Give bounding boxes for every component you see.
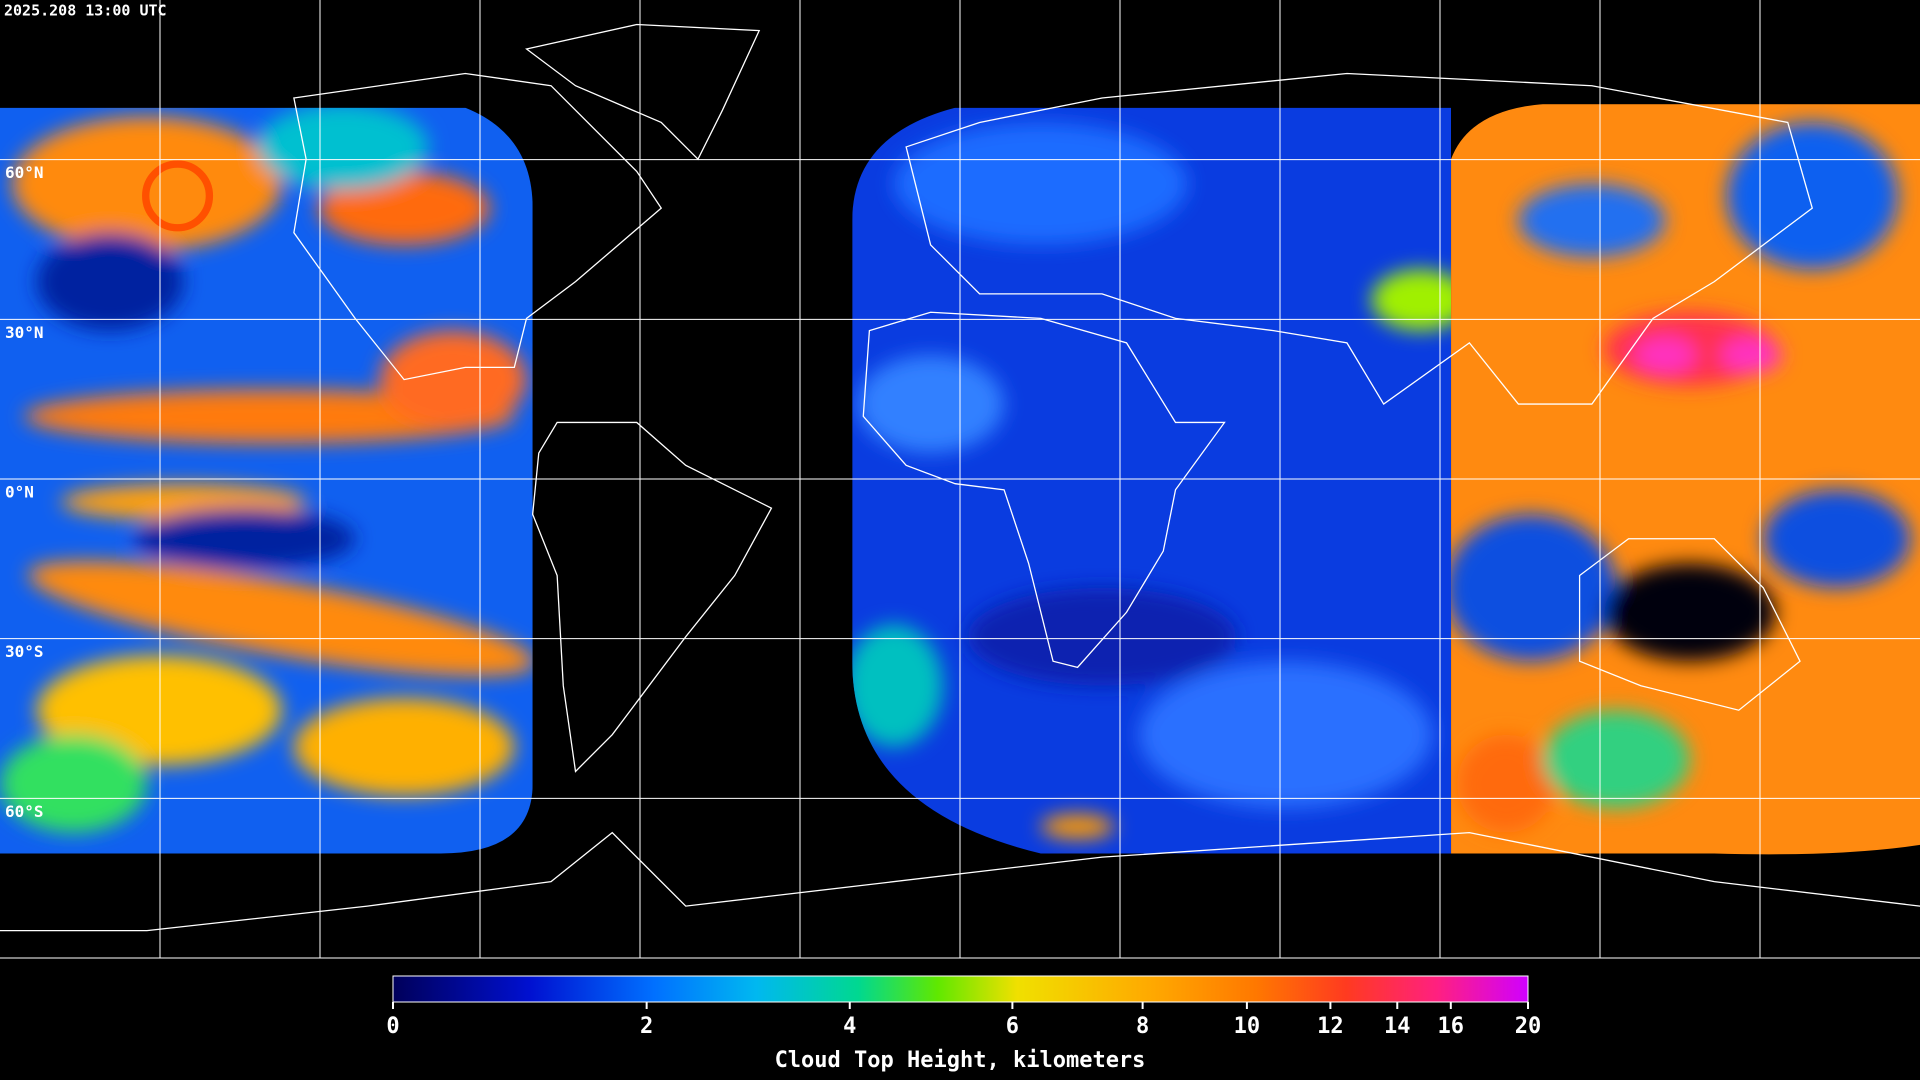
- colorbar-tick-label: 4: [843, 1014, 856, 1039]
- cloud-panel-central: [852, 107, 1452, 854]
- colorbar: [392, 975, 1529, 1003]
- latitude-label: 30°N: [5, 323, 44, 342]
- latitude-label: 60°S: [5, 802, 44, 821]
- latitude-label: 30°S: [5, 642, 44, 661]
- coastlines: [0, 24, 1920, 930]
- colorbar-title: Cloud Top Height, kilometers: [775, 1048, 1146, 1073]
- latitude-labels: 60°N 30°N 0°N 30°S 60°S: [5, 163, 44, 821]
- cloud-panel-west: [0, 107, 533, 854]
- colorbar-tick-label: 10: [1234, 1014, 1261, 1039]
- colorbar-tick-label: 2: [640, 1014, 653, 1039]
- colorbar-tick-label: 8: [1136, 1014, 1149, 1039]
- colorbar-tick-label: 20: [1515, 1014, 1542, 1039]
- colorbar-tick-label: 0: [386, 1014, 399, 1039]
- colorbar-tick-label: 12: [1317, 1014, 1344, 1039]
- timestamp: 2025.208 13:00 UTC: [4, 2, 167, 20]
- colorbar-tick-label: 14: [1384, 1014, 1411, 1039]
- graticule: [0, 0, 1920, 958]
- latitude-label: 0°N: [5, 483, 34, 502]
- cloud-panel-east: [1451, 104, 1920, 855]
- colorbar-tick-label: 6: [1006, 1014, 1019, 1039]
- colorbar-ticks: 0 2 4 6 8 10 12 14 16 20: [386, 1002, 1541, 1039]
- colorbar-tick-label: 16: [1438, 1014, 1465, 1039]
- latitude-label: 60°N: [5, 163, 44, 182]
